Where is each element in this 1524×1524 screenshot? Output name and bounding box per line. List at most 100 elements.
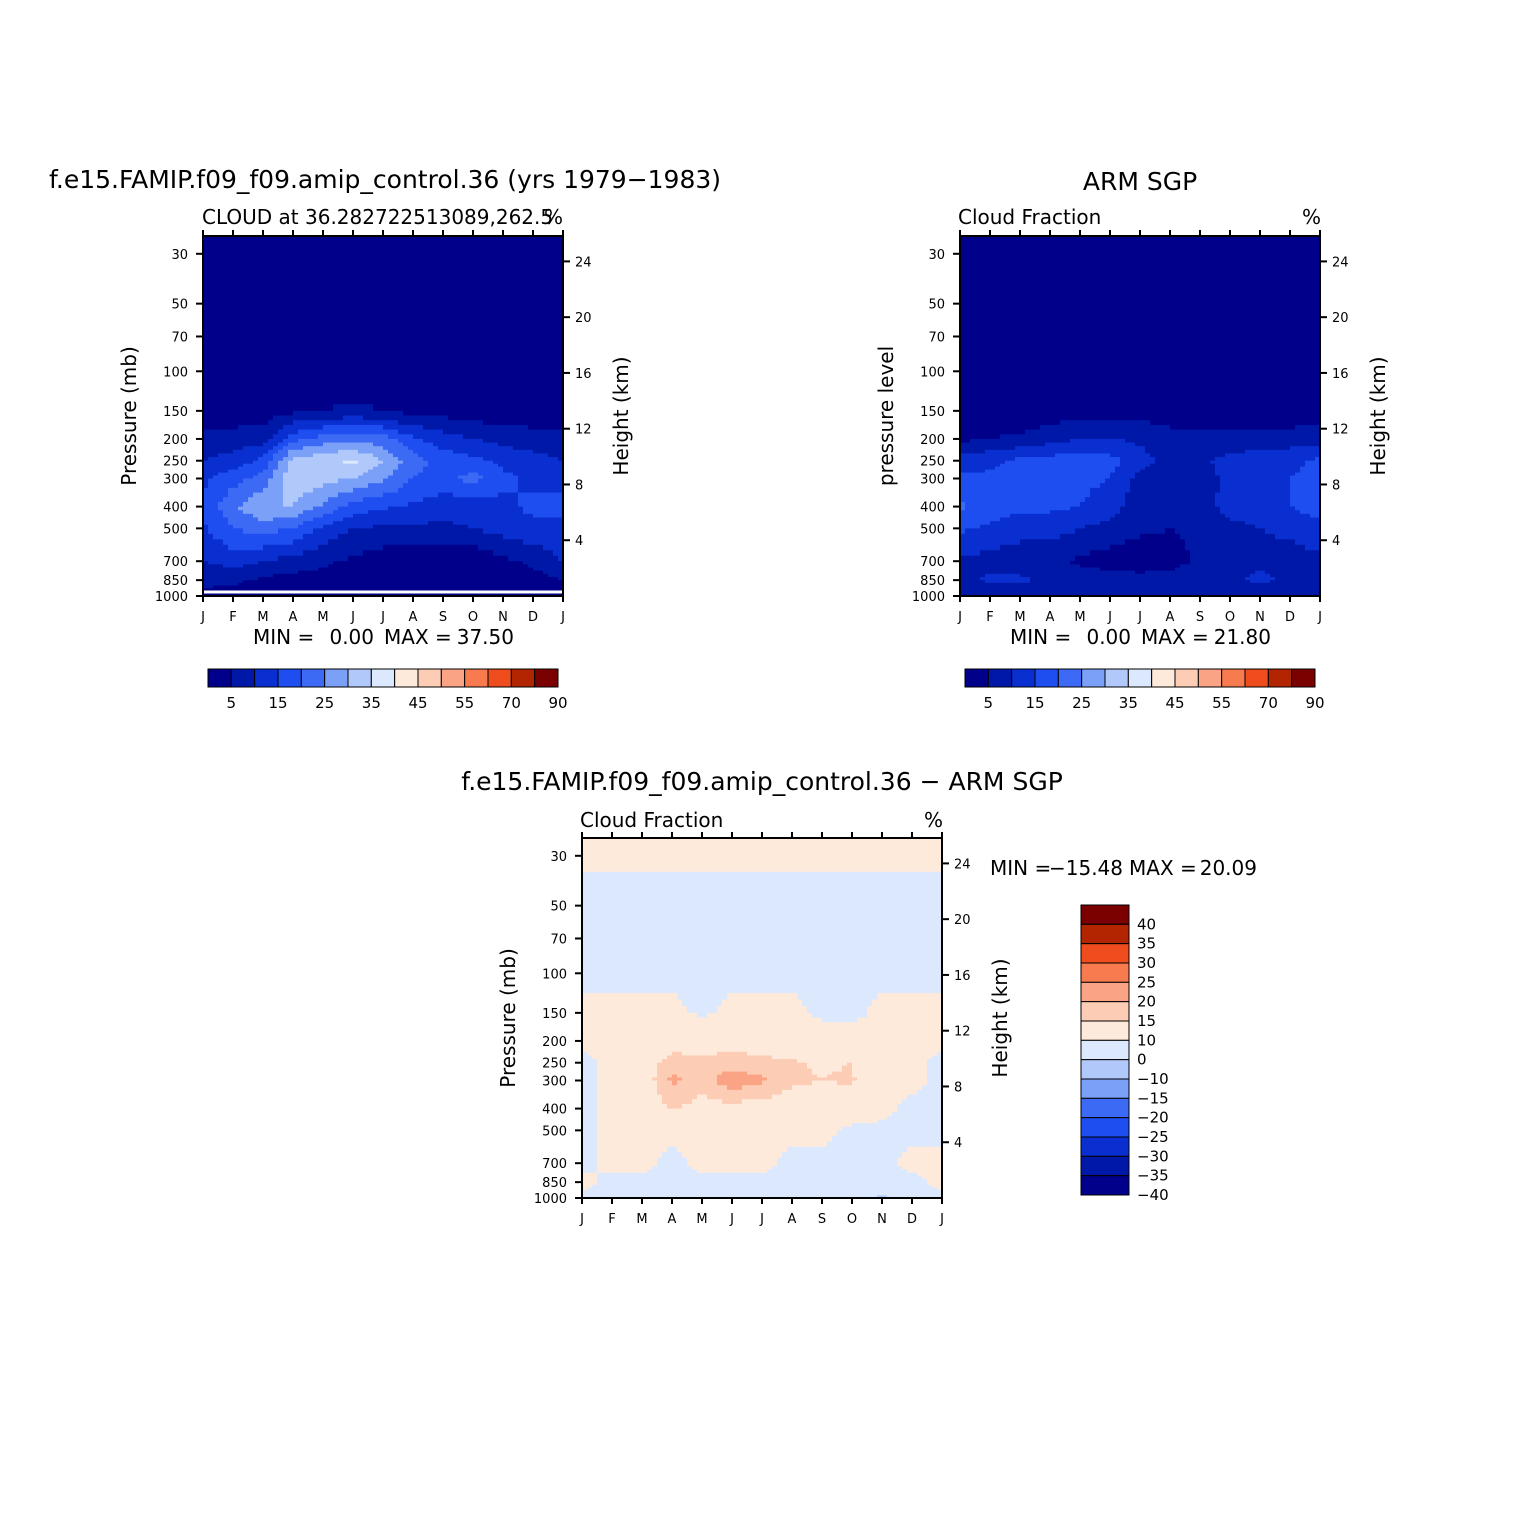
contour-cell xyxy=(508,469,514,474)
contour-cell xyxy=(358,475,364,480)
contour-cell xyxy=(303,539,309,546)
contour-cell xyxy=(348,521,354,526)
contour-cell xyxy=(458,449,464,455)
contour-cell xyxy=(213,453,219,458)
contour-cell xyxy=(418,487,424,494)
contour-cell xyxy=(443,303,449,327)
contour-cell xyxy=(203,453,209,458)
contour-cell xyxy=(213,326,219,350)
contour-cell xyxy=(493,487,499,494)
contour-cell xyxy=(338,420,344,426)
contour-cell xyxy=(233,570,239,575)
contour-cell xyxy=(488,460,494,465)
contour-cell xyxy=(278,506,284,511)
contour-cell xyxy=(1105,348,1111,372)
contour-cell xyxy=(303,429,309,435)
contour-cell xyxy=(428,371,434,379)
contour-cell xyxy=(538,391,544,399)
contour-cell xyxy=(558,576,563,581)
contour-cell xyxy=(498,442,504,447)
contour-cell xyxy=(1070,326,1076,350)
contour-cell xyxy=(528,475,534,480)
contour-cell xyxy=(208,564,214,569)
contour-cell xyxy=(1120,348,1126,372)
contour-cell xyxy=(503,582,509,587)
contour-cell xyxy=(298,492,304,498)
x-tick-label: D xyxy=(528,610,538,625)
contour-cell xyxy=(228,588,234,592)
contour-cell xyxy=(298,528,304,535)
contour-cell xyxy=(298,580,304,584)
contour-cell xyxy=(248,457,254,462)
contour-cell xyxy=(438,449,444,455)
contour-cell xyxy=(393,377,399,386)
contour-cell xyxy=(558,460,563,465)
contour-cell xyxy=(378,303,384,327)
contour-cell xyxy=(543,510,549,515)
contour-cell xyxy=(438,570,444,575)
contour-cell xyxy=(223,573,229,578)
contour-cell xyxy=(1310,258,1316,282)
contour-cell xyxy=(278,580,284,584)
contour-cell xyxy=(558,236,563,260)
contour-cell xyxy=(318,469,324,474)
contour-cell xyxy=(288,582,294,587)
contour-cell xyxy=(213,460,219,465)
contour-cell xyxy=(273,434,279,440)
contour-cell xyxy=(1005,281,1011,305)
contour-cell xyxy=(303,573,309,578)
contour-cell xyxy=(478,539,484,546)
contour-cell xyxy=(363,377,369,386)
contour-cell xyxy=(413,588,419,592)
contour-cell xyxy=(363,434,369,440)
contour-cell xyxy=(1020,303,1026,327)
contour-cell xyxy=(508,472,514,477)
contour-cell xyxy=(418,303,424,327)
contour-cell xyxy=(353,420,359,426)
contour-cell xyxy=(538,463,544,468)
contour-cell xyxy=(528,585,534,589)
contour-cell xyxy=(503,564,509,569)
contour-cell xyxy=(970,384,976,392)
contour-cell xyxy=(438,236,444,260)
contour-cell xyxy=(408,420,414,426)
contour-cell xyxy=(980,281,986,305)
contour-cell xyxy=(518,513,524,519)
contour-cell xyxy=(323,449,329,455)
contour-cell xyxy=(528,453,534,458)
contour-cell xyxy=(1090,236,1096,260)
contour-cell xyxy=(538,487,544,494)
contour-cell xyxy=(428,483,434,489)
contour-cell xyxy=(508,588,514,592)
contour-cell xyxy=(453,510,459,515)
contour-cell xyxy=(413,384,419,392)
contour-cell xyxy=(308,497,314,503)
contour-cell xyxy=(223,236,229,260)
contour-cell xyxy=(1260,303,1266,327)
contour-cell xyxy=(548,564,554,569)
contour-cell xyxy=(278,391,284,399)
contour-cell xyxy=(473,429,479,435)
contour-cell xyxy=(258,570,264,575)
contour-cell xyxy=(398,528,404,535)
contour-cell xyxy=(448,478,454,484)
contour-cell xyxy=(478,580,484,584)
contour-cell xyxy=(213,524,219,529)
contour-cell xyxy=(263,415,269,421)
contour-cell xyxy=(1070,348,1076,372)
contour-cell xyxy=(253,391,259,399)
contour-cell xyxy=(1315,258,1320,282)
contour-cell xyxy=(248,463,254,468)
contour-cell xyxy=(528,469,534,474)
contour-cell xyxy=(413,424,419,431)
contour-cell xyxy=(253,497,259,503)
contour-cell xyxy=(443,326,449,350)
contour-cell xyxy=(558,564,563,569)
contour-cell xyxy=(288,236,294,260)
contour-cell xyxy=(323,438,329,444)
contour-cell xyxy=(413,326,419,350)
y-tick-label: 30 xyxy=(171,248,188,263)
contour-cell xyxy=(403,466,409,471)
contour-cell xyxy=(378,510,384,515)
contour-cell xyxy=(468,348,474,372)
